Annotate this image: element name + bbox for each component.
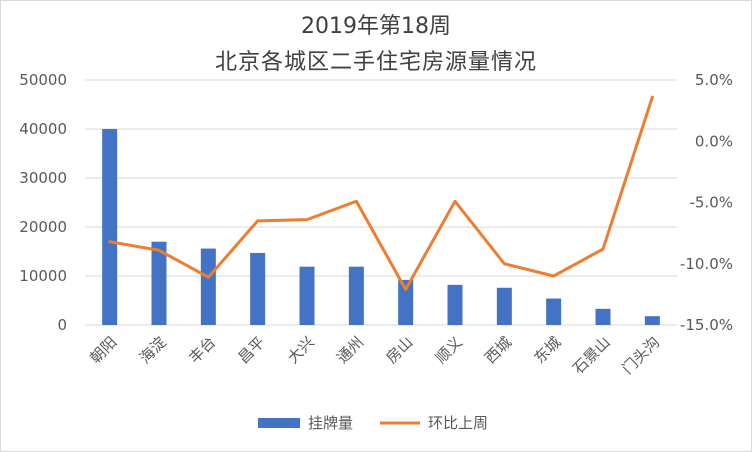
series-line [108, 95, 654, 291]
bar [299, 266, 315, 325]
x-tick-label: 石景山 [569, 333, 614, 378]
bar [644, 316, 660, 325]
legend-label: 环比上周 [428, 414, 488, 432]
x-tick-label: 朝阳 [87, 333, 121, 367]
y-left-tick-label: 50000 [19, 71, 67, 89]
legend-label: 挂牌量 [308, 414, 353, 432]
x-tick-label: 西城 [481, 333, 515, 367]
bar [250, 252, 266, 325]
x-tick-label: 大兴 [284, 333, 318, 367]
x-tick-label: 东城 [531, 333, 565, 367]
bar [200, 248, 216, 325]
y-left-tick-label: 0 [57, 316, 67, 334]
bar [398, 279, 414, 325]
x-tick-label: 昌平 [235, 333, 269, 367]
x-tick-label: 丰台 [185, 333, 219, 367]
y-left-tick-label: 20000 [19, 218, 67, 236]
y-left-tick-label: 10000 [19, 267, 67, 285]
bar [348, 266, 364, 325]
legend-swatch-bar [258, 418, 300, 428]
x-tick-label: 通州 [333, 333, 367, 367]
y-right-tick-label: -5.0% [689, 194, 733, 212]
bar [546, 298, 562, 325]
x-tick-label: 顺义 [432, 333, 466, 367]
y-right-tick-label: 5.0% [695, 71, 733, 89]
bar [447, 284, 463, 325]
x-tick-label: 海淀 [136, 333, 170, 367]
x-tick-label: 门头沟 [619, 333, 664, 378]
bar [595, 308, 611, 325]
y-right-tick-label: -15.0% [680, 316, 733, 334]
chart-subtitle: 北京各城区二手住宅房源量情况 [214, 50, 537, 75]
x-tick-label: 房山 [383, 333, 417, 367]
y-left-tick-label: 30000 [19, 169, 67, 187]
y-right-tick-label: 0.0% [695, 132, 733, 150]
y-right-tick-label: -10.0% [680, 255, 733, 273]
bar [151, 241, 167, 325]
y-left-tick-label: 40000 [19, 120, 67, 138]
bar [496, 287, 512, 325]
bar [102, 129, 118, 325]
chart-title: 2019年第18周 [301, 14, 451, 39]
